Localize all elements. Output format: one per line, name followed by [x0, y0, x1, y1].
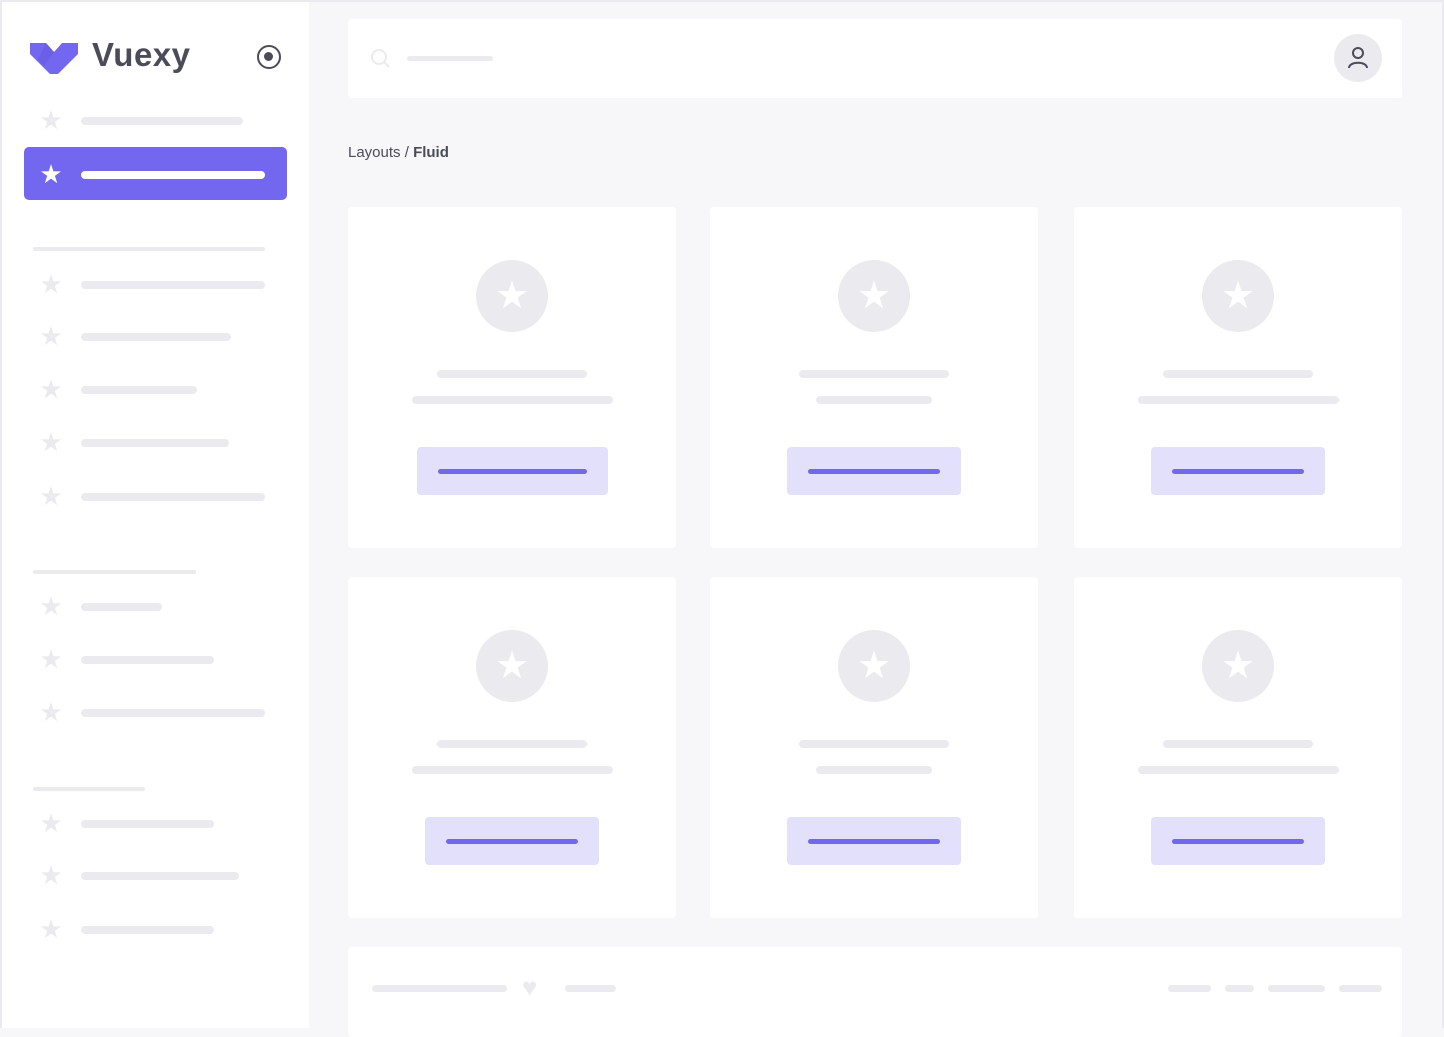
card-button-label-placeholder: [808, 469, 940, 474]
search-icon[interactable]: [370, 48, 391, 69]
card-button[interactable]: [1151, 817, 1325, 865]
star-icon: ★: [39, 481, 63, 511]
sidebar-item[interactable]: [81, 171, 265, 179]
star-icon: ★: [39, 644, 63, 674]
sidebar-item[interactable]: [81, 709, 265, 717]
card: ★: [348, 207, 676, 548]
card-title-placeholder: [437, 740, 587, 748]
card: ★: [348, 577, 676, 918]
sidebar-section-header: [33, 247, 265, 251]
sidebar-item[interactable]: [81, 872, 239, 880]
star-icon: ★: [39, 808, 63, 838]
footer-link[interactable]: [1268, 985, 1325, 992]
card-text-placeholder: [411, 766, 613, 774]
brand-name: Vuexy: [92, 36, 191, 73]
card-button-label-placeholder: [1172, 839, 1304, 844]
star-icon: ★: [39, 697, 63, 727]
star-icon: ★: [39, 591, 63, 621]
sidebar-item[interactable]: [81, 926, 214, 934]
star-icon: ★: [39, 269, 63, 299]
star-icon: ★: [838, 630, 910, 702]
vuexy-logo-icon: [30, 43, 78, 74]
footer-link[interactable]: [1339, 985, 1382, 992]
user-icon: [1348, 47, 1368, 69]
card-title-placeholder: [799, 370, 949, 378]
footer-link[interactable]: [1168, 985, 1211, 992]
star-icon: ★: [39, 374, 63, 404]
search-input[interactable]: [407, 56, 493, 61]
heart-icon: ♥: [522, 972, 538, 1002]
card-text-placeholder: [1137, 396, 1339, 404]
star-icon: ★: [476, 260, 548, 332]
card: ★: [1074, 577, 1402, 918]
sidebar-section-header: [33, 787, 145, 791]
card-button-label-placeholder: [1172, 469, 1304, 474]
radio-circle-icon: [264, 52, 273, 61]
breadcrumb: Layouts / Fluid: [348, 144, 449, 161]
star-icon: ★: [39, 914, 63, 944]
star-icon: ★: [476, 630, 548, 702]
card-button-label-placeholder: [808, 839, 940, 844]
card-text-placeholder: [411, 396, 613, 404]
sidebar-item[interactable]: [81, 493, 265, 501]
card-text-placeholder: [816, 766, 932, 774]
card-button[interactable]: [416, 447, 608, 495]
card-button[interactable]: [1151, 447, 1325, 495]
sidebar-item[interactable]: [81, 386, 197, 394]
card-text-placeholder: [1137, 766, 1339, 774]
sidebar-item[interactable]: [81, 656, 214, 664]
sidebar-item[interactable]: [81, 333, 231, 341]
footer-text-placeholder: [372, 985, 507, 992]
avatar[interactable]: [1334, 34, 1382, 82]
sidebar-item[interactable]: [81, 439, 229, 447]
brand-logo[interactable]: [30, 40, 78, 81]
breadcrumb-separator: /: [400, 144, 414, 161]
footer-link[interactable]: [1225, 985, 1254, 992]
sidebar-item[interactable]: [81, 281, 265, 289]
star-icon: ★: [1202, 630, 1274, 702]
star-icon: ★: [39, 159, 63, 189]
star-icon: ★: [1202, 260, 1274, 332]
card-button[interactable]: [787, 817, 961, 865]
breadcrumb-parent[interactable]: Layouts: [348, 144, 401, 161]
card-text-placeholder: [816, 396, 932, 404]
top-navbar: [348, 19, 1402, 98]
star-icon: ★: [838, 260, 910, 332]
card-title-placeholder: [1163, 740, 1313, 748]
card-title-placeholder: [437, 370, 587, 378]
card-title-placeholder: [799, 740, 949, 748]
footer-text-placeholder: [565, 985, 616, 992]
star-icon: ★: [39, 105, 63, 135]
card: ★: [710, 207, 1038, 548]
sidebar-toggle[interactable]: [257, 45, 281, 69]
card: ★: [1074, 207, 1402, 548]
star-icon: ★: [39, 427, 63, 457]
breadcrumb-current: Fluid: [413, 144, 449, 161]
card-title-placeholder: [1163, 370, 1313, 378]
sidebar-item[interactable]: [81, 603, 162, 611]
card: ★: [710, 577, 1038, 918]
footer: ♥: [348, 947, 1402, 1037]
sidebar-section-header: [33, 570, 196, 574]
sidebar: Vuexy ★ ★ ★ ★ ★ ★ ★ ★ ★ ★ ★ ★ ★: [2, 2, 309, 1028]
star-icon: ★: [39, 860, 63, 890]
card-button[interactable]: [425, 817, 599, 865]
card-button-label-placeholder: [437, 469, 587, 474]
star-icon: ★: [39, 321, 63, 351]
card-button-label-placeholder: [446, 839, 578, 844]
card-button[interactable]: [787, 447, 961, 495]
sidebar-item[interactable]: [81, 117, 243, 125]
sidebar-item[interactable]: [81, 820, 214, 828]
